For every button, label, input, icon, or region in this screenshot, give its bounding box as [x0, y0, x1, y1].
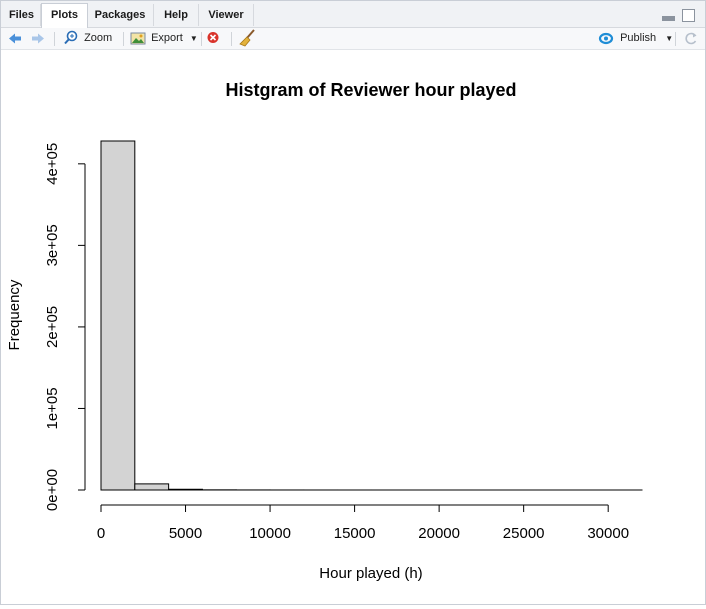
- tab-plots[interactable]: Plots: [41, 3, 88, 29]
- y-tick-label: 2e+05: [44, 306, 61, 348]
- zoom-button[interactable]: Zoom: [63, 28, 112, 49]
- y-tick-label: 0e+00: [44, 469, 61, 511]
- y-tick-label: 4e+05: [44, 143, 61, 185]
- chevron-down-icon: ▼: [665, 34, 673, 43]
- x-tick-label: 30000: [587, 525, 629, 542]
- x-tick-label: 20000: [418, 525, 460, 542]
- zoom-label: Zoom: [84, 32, 112, 44]
- x-tick-label: 10000: [249, 525, 291, 542]
- back-button[interactable]: [7, 28, 23, 49]
- tab-viewer[interactable]: Viewer: [199, 4, 254, 26]
- tab-help[interactable]: Help: [154, 4, 199, 26]
- export-button[interactable]: Export ▼: [130, 28, 198, 49]
- y-tick-label: 1e+05: [44, 387, 61, 429]
- histogram-chart: Histgram of Reviewer hour played Frequen…: [1, 50, 705, 604]
- clear-plots-button[interactable]: [239, 28, 257, 49]
- publish-button[interactable]: Publish ▼: [597, 28, 673, 49]
- chart-title: Histgram of Reviewer hour played: [225, 80, 516, 100]
- tab-packages[interactable]: Packages: [87, 4, 154, 26]
- pane-tab-bar: Files Plots Packages Help Viewer: [1, 1, 705, 28]
- remove-plot-button[interactable]: [206, 28, 220, 49]
- magnifier-icon: [63, 28, 79, 49]
- tab-files[interactable]: Files: [3, 4, 41, 26]
- histogram-bar-0: [101, 141, 135, 490]
- x-tick-label: 25000: [503, 525, 545, 542]
- export-label: Export: [151, 32, 183, 44]
- histogram-bar-1: [135, 484, 169, 490]
- window-controls: [659, 9, 695, 27]
- broom-icon: [239, 28, 257, 49]
- arrow-left-icon: [7, 28, 23, 49]
- y-axis-label: Frequency: [6, 279, 23, 350]
- image-export-icon: [130, 28, 148, 49]
- chevron-down-icon: ▼: [190, 34, 198, 43]
- arrow-right-icon: [30, 28, 46, 49]
- x-tick-label: 0: [97, 525, 105, 542]
- histogram-bar-2: [169, 489, 203, 490]
- x-axis-label: Hour played (h): [319, 565, 422, 582]
- refresh-icon: [683, 28, 699, 49]
- minimize-pane-button[interactable]: [662, 16, 675, 21]
- maximize-pane-button[interactable]: [682, 9, 695, 22]
- refresh-button[interactable]: [683, 28, 699, 49]
- y-tick-label: 3e+05: [44, 224, 61, 266]
- remove-plot-icon: [206, 28, 220, 49]
- x-tick-label: 15000: [334, 525, 376, 542]
- publish-label: Publish: [620, 32, 656, 44]
- y-axis: 0e+00 1e+05 2e+05 3e+05 4e+05: [44, 143, 85, 511]
- forward-button[interactable]: [30, 28, 46, 49]
- x-axis: 0 5000 10000 15000 20000 25000 30000: [97, 505, 629, 542]
- plot-area: Histgram of Reviewer hour played Frequen…: [1, 50, 705, 604]
- histogram-bars: [101, 141, 642, 490]
- x-tick-label: 5000: [169, 525, 202, 542]
- publish-icon: [597, 28, 615, 49]
- plots-toolbar: Zoom Export ▼: [1, 28, 705, 50]
